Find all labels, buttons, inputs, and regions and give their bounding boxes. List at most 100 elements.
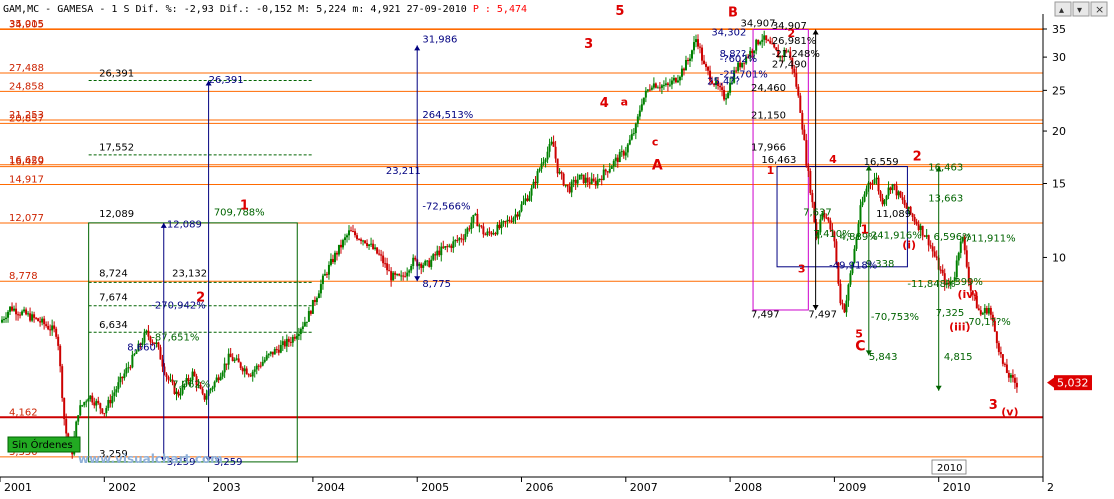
annotation-label: 17,966 <box>751 142 786 153</box>
candle-body <box>630 134 633 140</box>
candle-body <box>763 35 766 40</box>
candle-body <box>139 343 142 345</box>
header-price-label: P : <box>473 4 491 15</box>
candle-body <box>660 85 663 88</box>
annotation-label: 241,916% <box>871 230 922 241</box>
close-button[interactable] <box>1090 1 1108 17</box>
candle-body <box>63 397 66 420</box>
candle-body <box>327 264 330 275</box>
candle-body <box>239 362 242 368</box>
annotation-label: 7,325 <box>936 308 965 319</box>
candle-body <box>89 395 92 400</box>
candle-body <box>909 206 912 214</box>
candle-body <box>444 246 447 248</box>
candle-body <box>173 382 176 394</box>
candle-body <box>305 321 308 323</box>
level-label: 12,077 <box>9 213 44 224</box>
candle-body <box>420 263 423 268</box>
candle-body <box>267 353 270 356</box>
candle-body <box>464 233 467 240</box>
candle-body <box>368 244 371 247</box>
candle-body <box>562 173 565 186</box>
candle-body <box>865 188 868 195</box>
candle-body <box>785 50 788 52</box>
candle-body <box>524 198 527 202</box>
candle-body <box>648 89 651 91</box>
candle-body <box>378 253 381 255</box>
candle-body <box>51 325 54 331</box>
candle-body <box>895 185 898 196</box>
annotation-label: 16,463 <box>761 155 796 166</box>
candle-body <box>664 83 667 86</box>
candle-body <box>568 186 571 193</box>
candle-body <box>213 381 216 388</box>
candle-body <box>957 252 960 261</box>
candle-body <box>141 342 144 345</box>
candle-body <box>129 367 132 369</box>
candle-body <box>1007 372 1010 378</box>
header-bar: GAM,MC - GAMESA - 1 S Dif. %: -2,93 Dif.… <box>3 4 527 15</box>
level-label: 16,459 <box>9 157 44 168</box>
candle-body <box>163 366 166 374</box>
annotation-label: 34,907 <box>772 21 807 32</box>
current-price-arrow-icon <box>1047 377 1054 388</box>
orders-badge[interactable] <box>7 436 81 453</box>
candle-body <box>438 250 441 256</box>
arrow-head-icon <box>205 456 212 462</box>
annotation-label: 711,911% <box>965 234 1016 245</box>
annotation-label: -11,848% <box>907 279 955 290</box>
scroll-up-button[interactable] <box>1054 1 1072 17</box>
candle-body <box>287 338 290 342</box>
candle-body <box>787 51 790 53</box>
header-dif-label: Dif.: <box>220 4 250 15</box>
candle-body <box>436 250 439 256</box>
candle-body <box>695 39 698 43</box>
header-name: GAMESA <box>57 4 93 15</box>
candle-body <box>560 172 563 174</box>
candle-body <box>715 81 718 86</box>
candle-body <box>313 299 316 303</box>
candle-body <box>185 378 188 385</box>
candle-body <box>961 236 964 242</box>
candle-body <box>424 260 427 266</box>
header-min-label: m: <box>352 4 364 15</box>
annotation-label: 34,907 <box>741 18 776 29</box>
candle-body <box>490 232 493 235</box>
wave-label: (iii) <box>949 320 970 333</box>
annotation-label: 23,211 <box>386 166 421 177</box>
wave-label: (iv) <box>957 288 978 301</box>
candle-body <box>159 347 162 360</box>
candle-body <box>534 181 537 184</box>
y-axis-ticks: 35 30 25 20 15 10 <box>1043 23 1066 264</box>
candle-body <box>889 187 892 191</box>
candle-body <box>845 300 848 313</box>
candle-body <box>953 277 956 282</box>
annotation-label: 31,986 <box>422 35 457 46</box>
scroll-down-button[interactable] <box>1072 1 1090 17</box>
candle-body <box>707 66 710 71</box>
candle-body <box>221 372 224 377</box>
wave-label: 1 <box>240 199 249 214</box>
candle-body <box>572 179 575 182</box>
candle-body <box>801 112 804 130</box>
arrow-head-icon <box>205 80 212 86</box>
candle-body <box>406 272 409 277</box>
candle-body <box>552 141 555 147</box>
annotation-label: 34,302 <box>711 27 746 38</box>
candle-body <box>969 282 972 291</box>
price-candles <box>1 30 1018 459</box>
candle-body <box>935 256 938 258</box>
candle-body <box>215 377 218 382</box>
wave-label: 5 <box>855 327 863 340</box>
candle-body <box>616 157 619 163</box>
candle-body <box>301 326 304 330</box>
candle-body <box>299 329 302 335</box>
candle-body <box>29 313 32 321</box>
candle-body <box>5 317 8 320</box>
x-tick-label: 2004 <box>317 481 345 494</box>
candle-body <box>388 270 391 272</box>
candle-body <box>608 168 611 173</box>
arrow-head-icon <box>414 45 421 51</box>
candle-body <box>356 235 359 240</box>
